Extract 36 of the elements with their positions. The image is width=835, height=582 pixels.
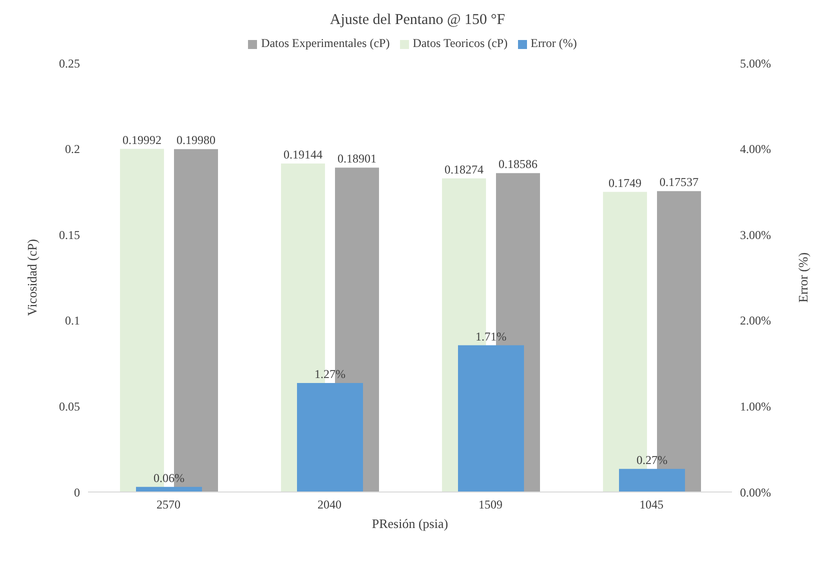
y-axis-title: Vicosidad (cP)	[24, 239, 40, 316]
x-tick-label: 1045	[640, 498, 664, 512]
x-tick-label: 2570	[156, 498, 180, 512]
data-label: 0.19992	[122, 132, 162, 147]
y-tick-label: 0.15	[59, 228, 80, 242]
bar	[619, 468, 685, 492]
data-label: 0.06%	[154, 470, 184, 485]
y-tick-label: 0.25	[59, 56, 80, 70]
y-tick-label: 0	[74, 485, 80, 500]
data-label: 0.1749	[608, 176, 642, 190]
legend-label: Datos Experimentales (cP)	[261, 36, 390, 50]
data-label: 1.27%	[314, 367, 346, 382]
data-label: 0.18901	[338, 152, 376, 166]
y2-tick-label: 0.00%	[740, 485, 771, 500]
x-tick-label: 2040	[318, 498, 342, 512]
y2-tick-label: 1.00%	[740, 399, 771, 414]
data-label: 1.71%	[476, 329, 506, 344]
data-label: 0.27%	[636, 452, 668, 467]
y2-tick-label: 4.00%	[740, 142, 771, 156]
data-label: 0.19144	[284, 147, 322, 162]
x-tick-label: 1509	[478, 498, 502, 512]
y-tick-label: 0.1	[65, 314, 80, 328]
chart-title: Ajuste del Pentano @ 150 °F	[328, 11, 506, 30]
data-label: 0.19980	[176, 133, 216, 148]
legend-label: Datos Teoricos (cP)	[412, 36, 508, 50]
y2-tick-label: 5.00%	[740, 56, 771, 70]
data-label: 0.18274	[444, 162, 484, 176]
legend-label: Error (%)	[530, 36, 577, 50]
y-tick-label: 0.2	[65, 142, 80, 156]
data-label: 0.18586	[498, 157, 538, 172]
y2-tick-label: 3.00%	[740, 228, 771, 242]
y2-axis-title: Error (%)	[796, 252, 811, 303]
y2-tick-label: 2.00%	[740, 314, 771, 328]
x-axis-title: PResión (psia)	[372, 516, 448, 531]
data-label: 0.17537	[660, 175, 698, 190]
y-tick-label: 0.05	[59, 399, 80, 414]
